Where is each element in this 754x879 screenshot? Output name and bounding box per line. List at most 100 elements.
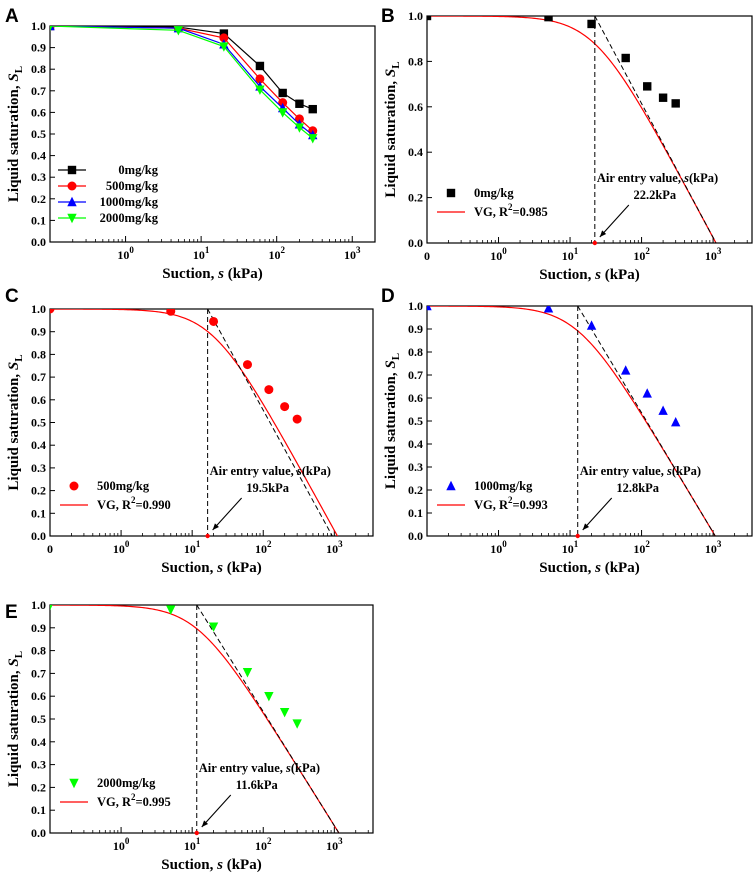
x-tick-label: 102 xyxy=(255,836,272,853)
x-tick-base: 10 xyxy=(268,248,280,262)
y-tick-label: 0.3 xyxy=(408,460,423,474)
x-tick-base: 10 xyxy=(255,839,267,853)
y-tick-label: 0.4 xyxy=(408,437,423,451)
y-tick-label: 0.4 xyxy=(31,149,46,163)
legend-label: 0mg/kg xyxy=(474,186,514,200)
x-tick-exponent: 1 xyxy=(196,539,201,549)
x-tick-label: 101 xyxy=(193,245,210,262)
air-entry-suffix: (kPa) xyxy=(291,761,320,775)
panel-letter: C xyxy=(5,286,19,307)
x-title-var: s xyxy=(216,857,223,873)
x-tick-label: 101 xyxy=(562,539,579,556)
data-point xyxy=(278,88,287,98)
data-point xyxy=(658,405,668,415)
y-axis-title: Liquid saturation, SL xyxy=(6,66,25,202)
air-entry-value: 22.2kPa xyxy=(633,188,676,202)
x-title-prefix: Suction, xyxy=(539,560,595,576)
y-tick-label: 0.8 xyxy=(408,345,423,359)
plot-area xyxy=(50,26,318,144)
plot-frame xyxy=(426,15,753,244)
y-tick-label: 0.4 xyxy=(408,145,423,159)
y-tick-label: 0.1 xyxy=(31,213,46,227)
x-tick-exponent: 3 xyxy=(338,836,343,846)
x-tick-label: 103 xyxy=(326,539,343,556)
x-title-var: s xyxy=(594,560,601,576)
x-tick-base: 10 xyxy=(705,249,717,263)
y-title-var: S xyxy=(6,362,22,370)
x-tick-base: 10 xyxy=(705,542,717,556)
air-entry-value: 12.8kPa xyxy=(616,481,659,495)
y-title-sub: L xyxy=(13,66,25,73)
y-tick-label: 0.8 xyxy=(31,347,46,361)
data-point xyxy=(670,416,681,427)
annotation-arrowhead xyxy=(582,523,590,530)
x-tick-base: 10 xyxy=(113,542,125,556)
y-tick-label: 1.0 xyxy=(408,9,423,23)
y-title-prefix: Liquid saturation, xyxy=(6,667,22,787)
legend-marker xyxy=(69,778,79,789)
fit-label-prefix: VG, R xyxy=(474,205,509,219)
x-tick-label: 100 xyxy=(113,836,130,853)
data-point xyxy=(50,309,55,314)
series-line-1 xyxy=(50,26,314,132)
y-tick-label: 0.1 xyxy=(408,506,423,520)
y-title-sub: L xyxy=(13,354,25,361)
y-axis-title: Liquid saturation, SL xyxy=(383,61,402,197)
y-tick-label: 0.9 xyxy=(31,325,46,339)
panel-letter: B xyxy=(381,6,395,27)
y-axis-title: Liquid saturation, SL xyxy=(6,651,25,787)
data-point xyxy=(278,98,288,108)
x-tick-label: 101 xyxy=(562,246,579,263)
legend-marker xyxy=(67,181,77,191)
data-point xyxy=(308,134,318,144)
air-entry-point xyxy=(575,533,580,539)
legend-marker xyxy=(67,213,77,224)
y-tick-label: 0.6 xyxy=(31,393,46,407)
x-tick-exponent: 2 xyxy=(280,245,285,255)
legend-marker xyxy=(67,196,77,207)
x-tick-exponent: 3 xyxy=(717,246,722,256)
annotation-arrow xyxy=(212,497,243,531)
data-point xyxy=(173,26,184,36)
fit-label-prefix: VG, R xyxy=(97,795,132,809)
x-tick-exponent: 1 xyxy=(205,245,210,255)
plot-area xyxy=(427,16,717,243)
air-entry-prefix: Air entry value, xyxy=(199,761,286,775)
x-tick-exponent: 0 xyxy=(125,539,130,549)
panel-letter: D xyxy=(381,286,395,307)
air-entry-point xyxy=(205,533,210,539)
fit-label-suffix: =0.985 xyxy=(513,205,548,219)
y-title-prefix: Liquid saturation, xyxy=(383,77,399,197)
data-point xyxy=(642,388,652,398)
x-title-prefix: Suction, xyxy=(162,266,218,282)
annotation-arrow xyxy=(599,204,630,238)
x-tick-label: 103 xyxy=(705,539,722,556)
y-tick-label: 0.8 xyxy=(31,644,46,658)
data-point xyxy=(427,16,432,21)
air-entry-var: s xyxy=(296,464,302,478)
legend-label: 500mg/kg xyxy=(106,179,159,193)
x-title-suffix: (kPa) xyxy=(224,266,263,282)
y-title-var: S xyxy=(6,73,22,81)
plot-area xyxy=(50,309,339,536)
data-point xyxy=(219,33,229,43)
y-tick-label: 1.0 xyxy=(31,19,46,33)
y-tick-label: 0.0 xyxy=(408,529,423,543)
y-tick-label: 0.5 xyxy=(31,127,46,141)
x-tick-base: 10 xyxy=(193,248,205,262)
y-tick-label: 0.0 xyxy=(31,235,46,249)
y-tick-label: 0.6 xyxy=(31,105,46,119)
x-tick-base: 10 xyxy=(113,839,125,853)
legend-marker xyxy=(446,188,456,198)
data-point xyxy=(264,692,274,702)
x-tick-exponent: 3 xyxy=(717,539,722,549)
panel-letter: A xyxy=(5,6,19,27)
annotation-arrowhead xyxy=(201,820,209,827)
x-title-var: s xyxy=(217,266,224,282)
y-tick-label: 0.4 xyxy=(31,438,46,452)
y-tick-label: 0.5 xyxy=(408,414,423,428)
x-axis-title: Suction, s (kPa) xyxy=(161,560,261,576)
x-tick-base: 10 xyxy=(633,542,645,556)
